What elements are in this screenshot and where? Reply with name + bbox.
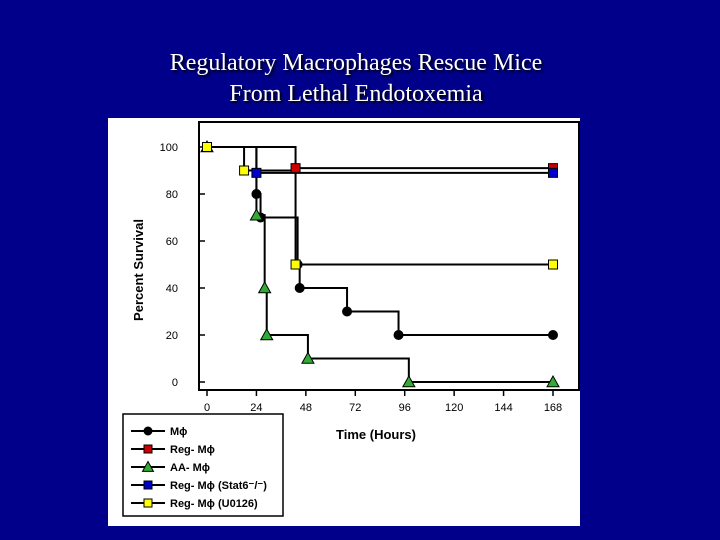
data-point: [301, 351, 315, 364]
x-tick-label: 96: [399, 402, 411, 414]
data-point: [239, 165, 250, 176]
x-tick-label: 48: [300, 402, 312, 414]
y-tick-label: 20: [166, 330, 178, 342]
y-tick-label: 100: [160, 142, 178, 154]
data-point: [290, 163, 301, 174]
y-axis: 0 20 40 60 80 100: [160, 142, 205, 389]
data-point: [202, 142, 212, 152]
data-point: [257, 280, 272, 294]
data-point: [259, 327, 274, 341]
y-tick-label: 60: [166, 236, 178, 248]
x-tick-label: 24: [250, 402, 262, 414]
legend-label: Mϕ: [170, 426, 187, 438]
data-point: [548, 259, 558, 270]
x-axis-label: Time (Hours): [336, 427, 416, 442]
data-point: [141, 460, 155, 472]
data-point: [143, 444, 153, 454]
x-tick-label: 168: [544, 402, 562, 414]
legend-label: Reg- Mϕ: [170, 444, 215, 456]
legend-label: Reg- Mϕ (U0126): [170, 498, 258, 510]
data-point: [546, 374, 560, 388]
data-point: [143, 426, 153, 436]
series-line-5: [207, 146, 553, 266]
series-line-3: [207, 146, 553, 383]
data-point: [342, 306, 353, 317]
data-point: [143, 498, 153, 508]
y-tick-label: 0: [172, 377, 178, 389]
x-tick-label: 0: [204, 402, 210, 414]
y-tick-label: 80: [166, 189, 178, 201]
slide-title: Regulatory Macrophages Rescue Mice From …: [0, 48, 712, 110]
slide-title-line-2: From Lethal Endotoxemia: [229, 81, 483, 107]
x-tick-label: 144: [494, 402, 512, 414]
x-axis: 0 24 48 72 96 120 144 168: [204, 390, 562, 414]
slide-title-line-1: Regulatory Macrophages Rescue Mice: [169, 50, 543, 76]
survival-chart: 0 20 40 60 80 100 0 24 48 72 96 120 144 168 Percent …: [108, 118, 580, 526]
x-tick-label: 120: [445, 402, 463, 414]
legend-label: AA- Mϕ: [170, 462, 210, 474]
data-point: [393, 330, 404, 340]
data-point: [249, 208, 264, 221]
data-point: [401, 374, 416, 388]
y-axis-label: Percent Survival: [131, 219, 146, 321]
series-markers: [200, 139, 560, 388]
data-point: [548, 167, 558, 178]
x-tick-label: 72: [349, 402, 361, 414]
data-point: [294, 283, 305, 293]
data-point: [548, 330, 558, 340]
legend: Mϕ Reg- Mϕ AA- Mϕ Reg- Mϕ (Stat6⁻/⁻) Reg- Mϕ…: [122, 413, 284, 517]
data-point: [251, 189, 262, 199]
survival-figure: 0 20 40 60 80 100 0 24 48 72 96 120 144 168 Percent …: [108, 118, 580, 526]
data-point: [251, 167, 262, 178]
data-point: [290, 259, 301, 270]
plot-frame: [198, 121, 580, 391]
data-point: [143, 480, 153, 490]
y-tick-label: 40: [166, 283, 178, 295]
legend-label: Reg- Mϕ (Stat6⁻/⁻): [170, 480, 267, 492]
